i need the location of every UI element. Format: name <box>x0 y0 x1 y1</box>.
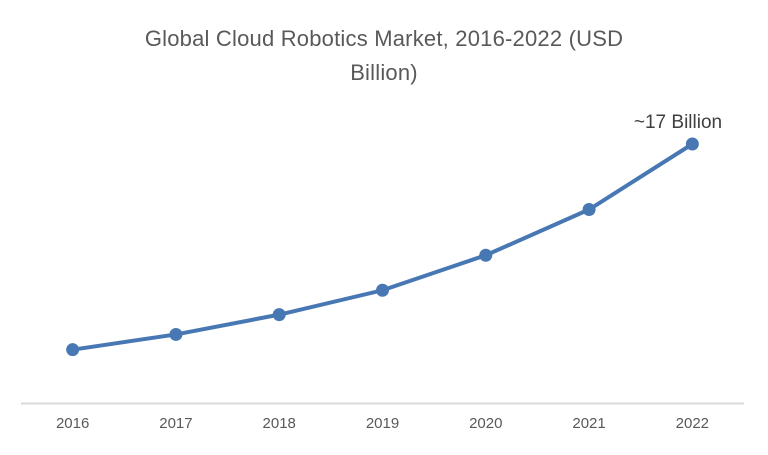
series-line <box>70 142 695 352</box>
x-axis-tick-label: 2019 <box>366 415 399 432</box>
data-point-marker <box>479 248 493 262</box>
x-axis-tick-label: 2016 <box>56 415 89 432</box>
x-axis-tick-label: 2018 <box>263 415 296 432</box>
x-axis-tick-label: 2017 <box>159 415 192 432</box>
data-point-marker <box>376 283 389 297</box>
data-point-marker <box>685 137 699 151</box>
x-axis-tick-label: 2022 <box>676 415 709 432</box>
data-point-marker <box>272 308 286 322</box>
chart-title-line-2: Billion) <box>350 60 418 85</box>
data-point-marker <box>169 327 183 341</box>
x-axis-tick-label: 2021 <box>572 415 605 432</box>
data-point-annotation: ~17 Billion <box>633 112 723 133</box>
chart-title: Global Cloud Robotics Market, 2016-2022 … <box>0 22 768 90</box>
data-point-marker <box>582 203 596 217</box>
chart-title-line-1: Global Cloud Robotics Market, 2016-2022 … <box>144 26 624 51</box>
x-axis-tick-label: 2020 <box>469 415 502 432</box>
data-point-marker <box>66 343 80 357</box>
